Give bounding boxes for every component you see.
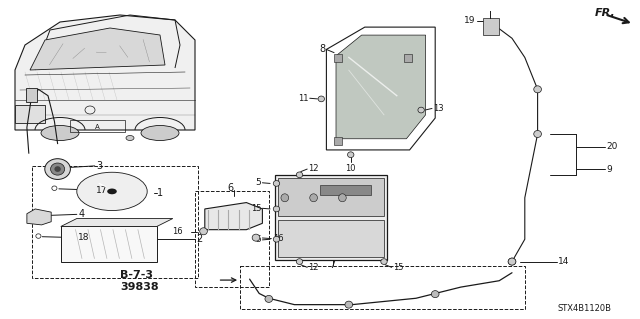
Text: 17: 17 <box>96 186 108 195</box>
Text: 2: 2 <box>196 234 203 244</box>
Ellipse shape <box>265 295 273 302</box>
Ellipse shape <box>339 194 346 202</box>
Text: 9: 9 <box>606 165 612 174</box>
Text: 5: 5 <box>255 235 261 244</box>
Text: STX4B1120B: STX4B1120B <box>557 304 611 313</box>
Text: A: A <box>95 124 99 130</box>
Polygon shape <box>27 209 51 225</box>
Ellipse shape <box>296 259 303 264</box>
Ellipse shape <box>318 96 324 102</box>
Ellipse shape <box>41 125 79 140</box>
Polygon shape <box>15 15 195 130</box>
Ellipse shape <box>431 291 439 298</box>
Text: 15: 15 <box>251 204 261 213</box>
Ellipse shape <box>273 206 280 212</box>
Ellipse shape <box>273 181 280 186</box>
Ellipse shape <box>77 172 147 211</box>
Bar <box>195 191 269 287</box>
Text: 13: 13 <box>433 104 444 113</box>
Text: 10: 10 <box>346 164 356 173</box>
Bar <box>70 120 125 132</box>
Bar <box>240 266 525 309</box>
Ellipse shape <box>281 194 289 202</box>
Text: 4: 4 <box>78 209 84 219</box>
Text: 12: 12 <box>308 263 319 272</box>
Text: 11: 11 <box>298 94 308 103</box>
Text: 39838: 39838 <box>120 282 159 292</box>
Text: 18: 18 <box>78 233 90 242</box>
Ellipse shape <box>418 107 424 113</box>
Polygon shape <box>205 203 262 230</box>
Text: 20: 20 <box>606 142 618 151</box>
Polygon shape <box>61 219 173 226</box>
Text: 12: 12 <box>308 164 319 173</box>
Bar <box>320 185 371 195</box>
Text: 3: 3 <box>96 161 102 171</box>
Ellipse shape <box>45 159 70 180</box>
Ellipse shape <box>141 125 179 140</box>
Ellipse shape <box>252 234 260 241</box>
Text: 7: 7 <box>330 260 336 270</box>
Ellipse shape <box>126 136 134 140</box>
Bar <box>26 88 37 102</box>
Text: 15: 15 <box>393 263 403 272</box>
Ellipse shape <box>200 228 207 235</box>
Text: 16: 16 <box>172 227 183 236</box>
Text: 5: 5 <box>255 178 261 187</box>
Ellipse shape <box>534 130 541 137</box>
Ellipse shape <box>310 194 317 202</box>
Polygon shape <box>336 35 426 139</box>
Bar <box>404 54 412 62</box>
Ellipse shape <box>108 189 116 194</box>
Bar <box>483 18 499 35</box>
Ellipse shape <box>296 172 303 178</box>
Text: B-7-3: B-7-3 <box>120 270 154 280</box>
Ellipse shape <box>534 86 541 93</box>
Text: 1: 1 <box>157 188 163 198</box>
Ellipse shape <box>381 259 387 264</box>
Bar <box>334 137 342 145</box>
Polygon shape <box>61 226 157 262</box>
Bar <box>334 54 342 62</box>
Text: 16: 16 <box>273 234 284 243</box>
Bar <box>32 166 198 278</box>
Text: 8: 8 <box>319 44 325 55</box>
Ellipse shape <box>348 152 354 158</box>
Bar <box>278 178 384 216</box>
Text: 19: 19 <box>464 16 476 25</box>
Bar <box>15 105 45 123</box>
Ellipse shape <box>54 166 61 172</box>
Ellipse shape <box>51 163 65 175</box>
Bar <box>275 175 387 260</box>
Ellipse shape <box>508 258 516 265</box>
Bar <box>278 220 384 257</box>
Ellipse shape <box>508 258 516 265</box>
Ellipse shape <box>273 236 280 242</box>
Text: 14: 14 <box>558 257 570 266</box>
Text: FR.: FR. <box>595 8 616 19</box>
Polygon shape <box>30 28 165 70</box>
Ellipse shape <box>345 301 353 308</box>
Text: 6: 6 <box>227 183 234 193</box>
